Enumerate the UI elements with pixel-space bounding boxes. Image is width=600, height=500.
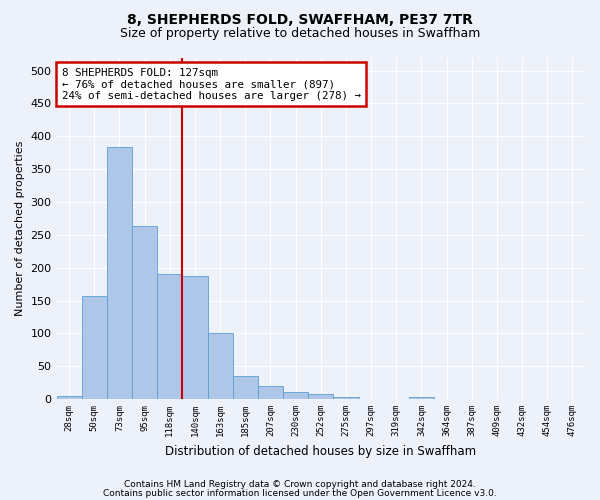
Bar xyxy=(233,376,258,399)
X-axis label: Distribution of detached houses by size in Swaffham: Distribution of detached houses by size … xyxy=(165,444,476,458)
Bar xyxy=(308,394,334,399)
Bar xyxy=(56,396,82,399)
Y-axis label: Number of detached properties: Number of detached properties xyxy=(15,140,25,316)
Text: Contains HM Land Registry data © Crown copyright and database right 2024.: Contains HM Land Registry data © Crown c… xyxy=(124,480,476,489)
Bar xyxy=(208,332,233,399)
Bar xyxy=(107,148,132,399)
Text: Size of property relative to detached houses in Swaffham: Size of property relative to detached ho… xyxy=(120,28,480,40)
Bar xyxy=(82,296,107,399)
Text: Contains public sector information licensed under the Open Government Licence v3: Contains public sector information licen… xyxy=(103,489,497,498)
Bar xyxy=(409,397,434,399)
Bar xyxy=(258,386,283,399)
Bar xyxy=(182,276,208,399)
Text: 8 SHEPHERDS FOLD: 127sqm
← 76% of detached houses are smaller (897)
24% of semi-: 8 SHEPHERDS FOLD: 127sqm ← 76% of detach… xyxy=(62,68,361,101)
Text: 8, SHEPHERDS FOLD, SWAFFHAM, PE37 7TR: 8, SHEPHERDS FOLD, SWAFFHAM, PE37 7TR xyxy=(127,12,473,26)
Bar xyxy=(334,397,359,399)
Bar xyxy=(283,392,308,399)
Bar xyxy=(132,226,157,399)
Bar xyxy=(157,274,182,399)
